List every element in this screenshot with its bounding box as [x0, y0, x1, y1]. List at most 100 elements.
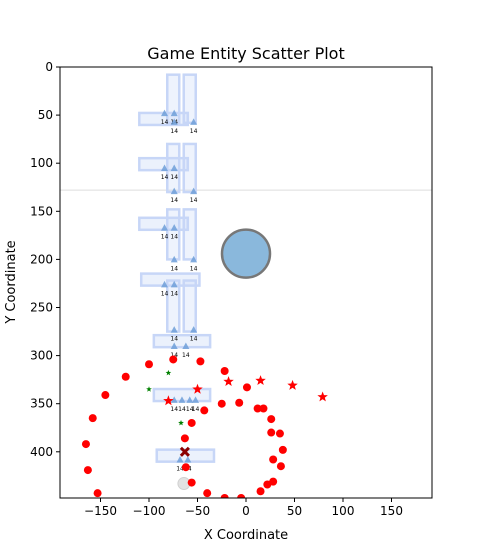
triangle-marker-17 — [182, 342, 190, 349]
red-circle-8 — [196, 357, 205, 366]
red-star-2 — [287, 379, 298, 390]
red-circle-3 — [101, 391, 110, 400]
x-tick-label-5: 100 — [332, 504, 355, 518]
triangle-label-19: 14 — [178, 406, 186, 413]
red-circle-1 — [169, 355, 178, 364]
triangle-label-13: 14 — [170, 290, 178, 297]
red-circle-17 — [259, 404, 268, 413]
triangle-marker-0 — [161, 109, 169, 117]
triangle-marker-4 — [161, 164, 169, 172]
red-circle-11 — [235, 398, 244, 407]
y-tick-label-2: 100 — [30, 156, 53, 170]
large-circle-entity — [220, 228, 272, 279]
red-circle-18 — [267, 415, 276, 424]
red-circle-0 — [145, 360, 153, 369]
red-circle-4 — [88, 414, 97, 423]
triangle-marker-20 — [186, 396, 194, 403]
red-circle-5 — [81, 440, 90, 449]
triangle-marker-9 — [170, 224, 178, 231]
ladder-column-7 — [182, 279, 197, 333]
red-circle-30 — [237, 493, 246, 498]
red-circle-29 — [187, 478, 196, 487]
triangle-label-18: 14 — [170, 406, 178, 413]
triangle-marker-8 — [161, 224, 169, 231]
triangle-label-3: 14 — [190, 128, 198, 135]
red-circle-13 — [200, 406, 209, 415]
ladder-column-6 — [166, 279, 181, 333]
ladder-column-5 — [182, 208, 197, 261]
x-tick-label-3: 0 — [242, 504, 250, 518]
triangle-label-6: 14 — [170, 197, 178, 204]
triangle-label-12: 14 — [161, 290, 169, 297]
triangle-label-10: 14 — [170, 265, 178, 272]
y-tick-label-1: 50 — [38, 108, 53, 122]
triangle-marker-19 — [178, 396, 186, 403]
red-circle-19 — [267, 428, 276, 437]
red-circle-31 — [220, 493, 229, 498]
triangle-marker-23 — [184, 455, 192, 463]
red-circle-21 — [278, 445, 287, 454]
red-circle-9 — [220, 366, 229, 375]
triangle-marker-18 — [170, 396, 178, 403]
triangle-label-14: 14 — [170, 336, 178, 343]
triangle-label-22: 14 — [176, 465, 184, 472]
triangle-label-5: 14 — [170, 174, 178, 181]
red-circle-23 — [276, 462, 285, 471]
triangle-marker-5 — [170, 164, 178, 172]
triangle-label-8: 14 — [161, 234, 169, 241]
red-circle-28 — [181, 463, 190, 472]
red-circle-2 — [121, 372, 130, 381]
green-star-2 — [178, 419, 184, 426]
triangle-marker-22 — [176, 455, 184, 463]
red-circle-16 — [253, 404, 262, 413]
y-tick-label-0: 0 — [45, 60, 53, 74]
red-star-0 — [223, 376, 234, 387]
x-tick-label-4: 50 — [287, 504, 302, 518]
triangle-marker-10 — [170, 255, 178, 263]
platform-4 — [152, 333, 212, 349]
x-tick-label-6: 150 — [380, 504, 403, 518]
triangle-label-21: 14 — [192, 406, 200, 413]
red-circle-15 — [180, 434, 189, 443]
triangle-label-9: 14 — [170, 234, 178, 241]
triangle-label-4: 14 — [161, 174, 169, 181]
triangle-label-7: 14 — [190, 197, 198, 204]
axes: −150 −100 −50 0 50 100 150 0 50 100 150 200 250 300 35… — [30, 60, 403, 518]
green-star-0 — [165, 369, 172, 376]
red-circle-22 — [269, 455, 278, 464]
triangle-marker-13 — [170, 280, 178, 288]
triangle-label-15: 14 — [190, 336, 198, 343]
triangle-marker-15 — [190, 326, 198, 333]
triangle-marker-7 — [190, 187, 198, 195]
y-tick-label-3: 150 — [30, 204, 53, 218]
x-tick-label-0: −150 — [84, 504, 117, 518]
red-star-4 — [192, 383, 203, 394]
triangle-marker-21 — [192, 396, 200, 403]
red-star-5 — [163, 395, 174, 406]
triangle-marker-11 — [190, 255, 198, 263]
ladder-column-1 — [182, 73, 197, 125]
x-tick-label-2: −50 — [185, 504, 210, 518]
x-tick-label-1: −100 — [133, 504, 166, 518]
triangle-marker-1 — [170, 109, 178, 117]
y-tick-label-7: 350 — [30, 397, 53, 411]
triangle-label-0: 14 — [161, 119, 169, 126]
red-circle-27 — [203, 489, 212, 498]
triangle-label-20: 14 — [186, 406, 194, 413]
red-circle-10 — [242, 383, 251, 392]
red-circle-26 — [256, 487, 265, 496]
y-axis-label: Y Coordinate — [4, 240, 19, 324]
triangle-marker-6 — [170, 187, 178, 195]
triangle-marker-16 — [170, 342, 178, 349]
red-circle-14 — [187, 418, 196, 427]
triangle-marker-3 — [190, 118, 198, 125]
triangle-label-17: 14 — [182, 352, 190, 359]
x-axis-label: X Coordinate — [204, 528, 288, 543]
red-star-1 — [255, 375, 266, 386]
triangle-label-2: 14 — [170, 128, 178, 135]
red-circle-6 — [83, 466, 92, 475]
x-marker — [179, 446, 190, 457]
